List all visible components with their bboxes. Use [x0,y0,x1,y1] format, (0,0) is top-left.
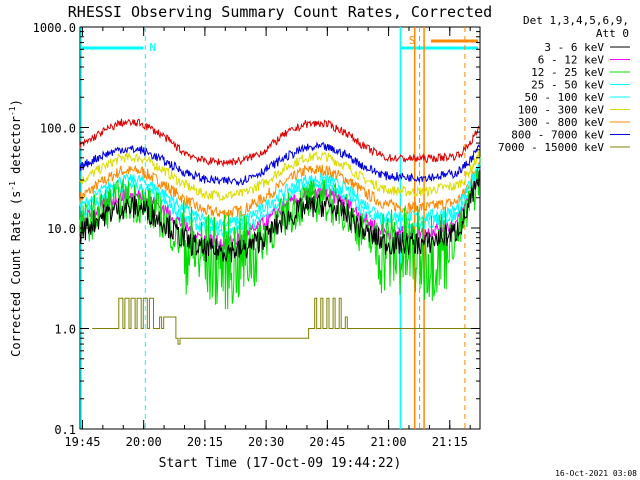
y-tick-label: 10.0 [47,222,76,236]
x-tick-label: 20:15 [187,435,223,449]
legend-label: 6 - 12 keV [538,54,605,67]
x-axis-label: Start Time (17-Oct-09 19:44:22) [159,456,402,471]
footer-date: 16-Oct-2021 03:08 [555,469,637,478]
x-tick-label: 20:00 [126,435,162,449]
series-line [79,161,481,219]
y-tick-label: 1.0 [54,323,76,337]
saa-label: S [409,34,416,47]
legend-label: 7000 - 15000 keV [498,141,604,154]
x-tick-label: 20:45 [309,435,345,449]
x-tick-label: 21:15 [432,435,468,449]
y-axis-label-end: ) [9,99,23,106]
night-label: N [149,41,156,54]
y-axis-label: Corrected Count Rate (s-1 detector-1) [8,99,23,357]
legend-label: 25 - 50 keV [531,79,604,92]
series-layer [79,118,481,345]
y-axis-label-main: Corrected Count Rate (s [9,191,23,357]
y-axis-label-sup1: -1 [8,181,17,191]
legend-label: 300 - 800 keV [518,116,604,129]
axes-layer: 1000.0 100.0 10.0 1.0 0.119:45 20:00 20:15 20:3… [33,21,480,449]
legend-label: 12 - 25 keV [531,66,604,79]
y-axis-label-mid: detector [9,116,23,181]
legend-label: 50 - 100 keV [525,91,605,104]
series-line [79,141,481,187]
legend-title-2: Att 0 [596,27,629,40]
series-line [92,297,472,345]
x-tick-label: 20:30 [248,435,284,449]
x-tick-label: 21:00 [371,435,407,449]
legend-label: 100 - 300 keV [518,104,604,117]
y-axis-label-sup2: -1 [8,106,17,116]
chart-title: RHESSI Observing Summary Count Rates, Co… [68,3,492,21]
legend-label: 800 - 7000 keV [511,129,604,142]
legend-label: 3 - 6 keV [544,41,604,54]
y-tick-label: 0.1 [54,423,76,437]
y-tick-label: 100.0 [40,122,76,136]
series-line [79,150,481,202]
series-line [79,168,481,250]
series-line [79,170,481,263]
series-line [79,118,481,168]
x-tick-label: 19:45 [64,435,100,449]
series-line [79,162,481,231]
legend-title-1: Det 1,3,4,5,6,9, [523,14,629,27]
y-tick-label: 1000.0 [33,21,76,35]
